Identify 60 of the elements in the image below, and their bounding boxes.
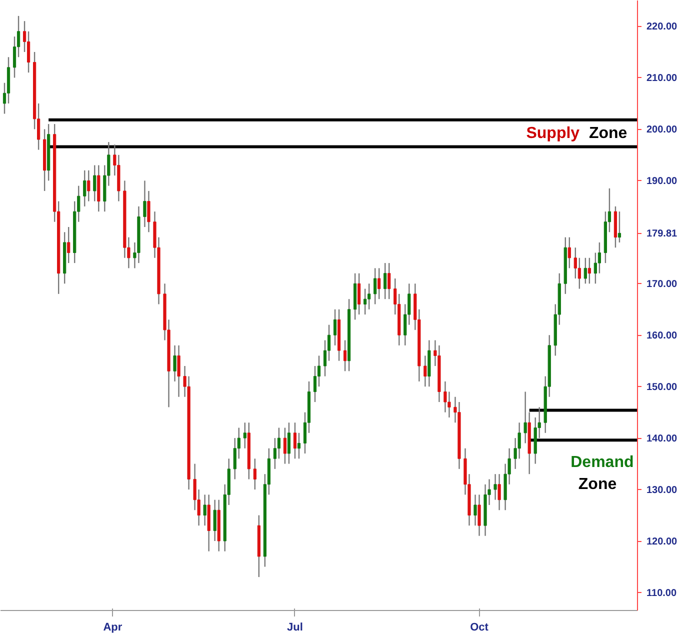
candlestick [213,499,216,542]
candlestick [177,344,180,398]
candlestick [478,494,481,536]
candlestick [333,308,337,346]
candlestick [368,283,371,310]
y-tick-label: 190.00 [646,176,678,188]
candlestick [494,473,497,500]
y-tick-label: 150.00 [646,382,678,394]
candlestick [574,246,577,280]
candlestick [233,437,236,480]
candlestick [388,262,391,300]
candlestick [358,272,361,316]
annotation: Demand Zone [570,454,634,494]
candlestick [243,422,246,449]
candlestick [67,226,70,264]
y-tick-label: 130.00 [646,485,678,496]
y-tick-label: 170.00 [646,279,678,290]
candlestick [83,170,86,208]
candlestick [87,170,90,202]
y-tick-label: 160.00 [646,330,678,342]
candlestick [173,344,176,382]
candlestick [297,432,301,460]
candlestick [474,494,477,526]
candlestick [253,458,256,490]
y-tick-label: 220.00 [646,22,678,33]
candlestick [313,365,317,403]
candlestick [568,236,571,269]
y-tick-label: 179.81 [646,228,678,240]
candlestick [584,257,587,284]
x-tick-label: Jul [287,622,303,634]
candlestick [524,391,527,444]
candlestick [283,427,286,464]
annotation: Supply Zone [526,125,628,142]
candlestick [384,262,387,300]
candlestick [378,268,381,300]
candlestick [26,30,30,74]
candlestick [598,242,601,274]
candlestick [374,268,377,305]
candlestick [143,180,146,228]
candlestick [273,437,276,470]
x-tick-label: Oct [470,622,489,634]
candlestick [594,252,597,284]
candlestick [578,257,581,290]
y-tick-label: 120.00 [646,536,678,548]
candlestick [588,257,591,284]
candlestick [424,355,427,388]
candlestick [343,340,347,372]
y-tick-label: 200.00 [646,124,678,136]
candlestick [293,422,297,460]
y-tick-label: 110.00 [646,588,677,599]
candlestick [287,422,291,464]
candlestick [203,494,206,526]
y-tick-label: 140.00 [646,434,678,445]
candlestick [277,427,280,460]
candlestick [93,164,96,202]
candlestick [364,288,367,316]
candlestick [618,210,622,244]
x-tick-label: Apr [103,622,123,634]
y-tick-label: 210.00 [646,73,678,84]
candlestick [498,473,501,511]
